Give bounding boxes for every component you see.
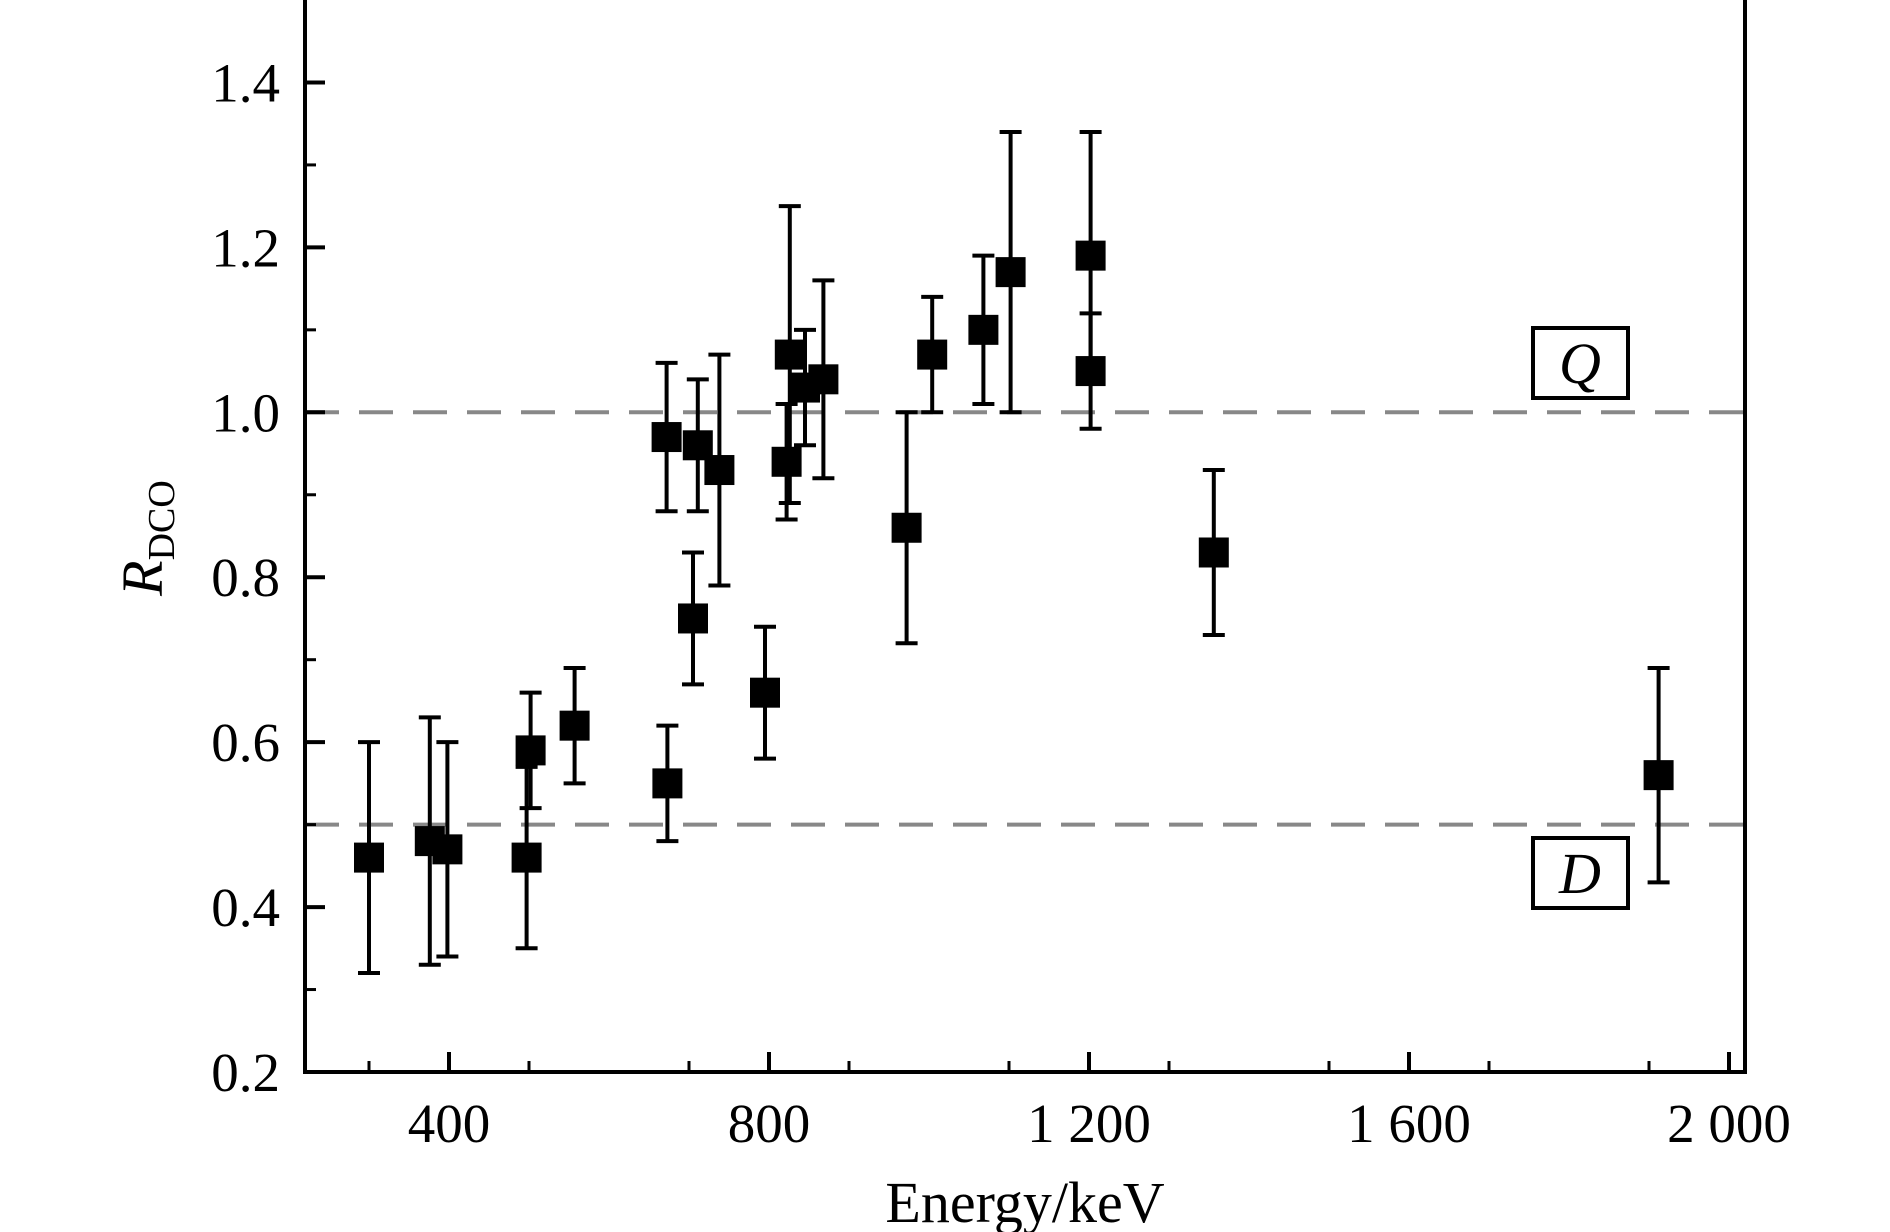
data-point-marker [1075,240,1106,271]
data-point-marker [995,257,1026,288]
data-point-marker [515,735,546,766]
q-label: Q [1559,331,1601,396]
q-label-box: Q [1531,326,1630,400]
x-tick-label: 2 000 [1667,1093,1791,1154]
x-tick-label: 1 600 [1347,1093,1471,1154]
data-point-marker [511,842,542,873]
d-label-box: D [1531,836,1630,910]
y-tick-label: 0.4 [211,877,280,938]
data-point-marker [808,364,839,395]
x-tick-label: 800 [728,1093,811,1154]
y-axis-title-sub: DCO [141,480,183,560]
data-point-marker [771,446,802,477]
x-tick-label: 400 [408,1093,491,1154]
x-tick-label: 1 200 [1027,1093,1151,1154]
data-point-marker [917,339,948,370]
x-axis-title: Energy/keV [885,1170,1164,1232]
data-point-marker [1643,760,1674,791]
y-tick-label: 0.2 [211,1042,280,1103]
y-tick-label: 1.4 [211,52,280,113]
y-axis-title-main: R [110,560,175,596]
y-axis-title: RDCO [110,480,183,597]
data-point-marker [704,455,735,486]
data-point-marker [652,768,683,799]
y-tick-label: 0.8 [211,547,280,608]
data-point-marker [651,422,682,453]
reference-lines [305,410,1745,827]
axis-ticks: 400 800 1 200 1 600 2 000 0.2 0.4 0.6 0.8 1.0 1.2 1… [211,52,1791,1154]
y-tick-label: 1.0 [211,382,280,443]
data-point-marker [1198,537,1229,568]
data-point-marker [1075,356,1106,387]
data-point-marker [559,710,590,741]
y-tick-label: 0.6 [211,712,280,773]
y-tick-label: 1.2 [211,217,280,278]
d-label: D [1558,841,1601,906]
data-point-marker [774,339,805,370]
plot-frame [303,0,1747,1074]
data-point-marker [891,512,922,543]
d-box-frame [1531,836,1630,910]
data-point-marker [968,314,999,345]
data-point-marker [354,842,384,873]
data-point-marker [750,677,780,708]
data-point-marker [432,834,463,865]
data-point-marker [678,603,708,634]
q-box-frame [1531,326,1630,400]
data-markers [354,240,1674,873]
